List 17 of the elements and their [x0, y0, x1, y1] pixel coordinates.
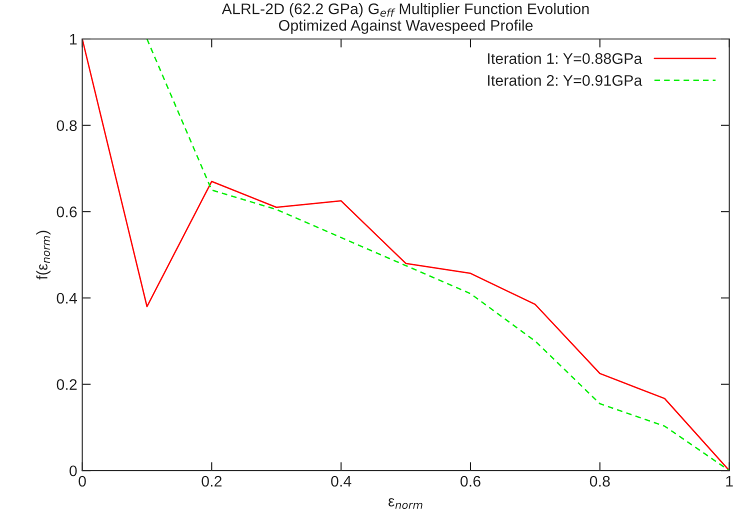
y-tick-label: 0.8 [56, 120, 77, 132]
y-tick-label: 0.6 [56, 206, 77, 218]
legend-label: Iteration 2: Y=0.91GPa [488, 74, 642, 86]
chart-title: ALRL-2D (62.2 GPa) G$_{eff}$ Multiplier Function Evolution Optimized Against Wavespeed Profile [222, 3, 589, 34]
x-tick-label: 0.6 [460, 476, 480, 487]
x-tick-label: 0.4 [331, 476, 352, 487]
x-tick-label: 0 [78, 476, 86, 487]
y-tick-label: 0 [70, 465, 77, 476]
y-tick-label: 1 [70, 34, 77, 45]
x-tick-label: 0.8 [590, 476, 610, 487]
y-tick-label: 0.4 [56, 292, 77, 304]
y-tick-label: 0.2 [56, 379, 77, 390]
x-tick-label: 1 [726, 476, 733, 487]
legend-label: Iteration 1: Y=0.88GPa [488, 52, 642, 64]
y-axis-title: f(ε$_{norm}$) [36, 230, 50, 280]
x-tick-label: 0.2 [202, 476, 222, 487]
x-axis-title: ε$_{norm}$ [388, 498, 422, 509]
